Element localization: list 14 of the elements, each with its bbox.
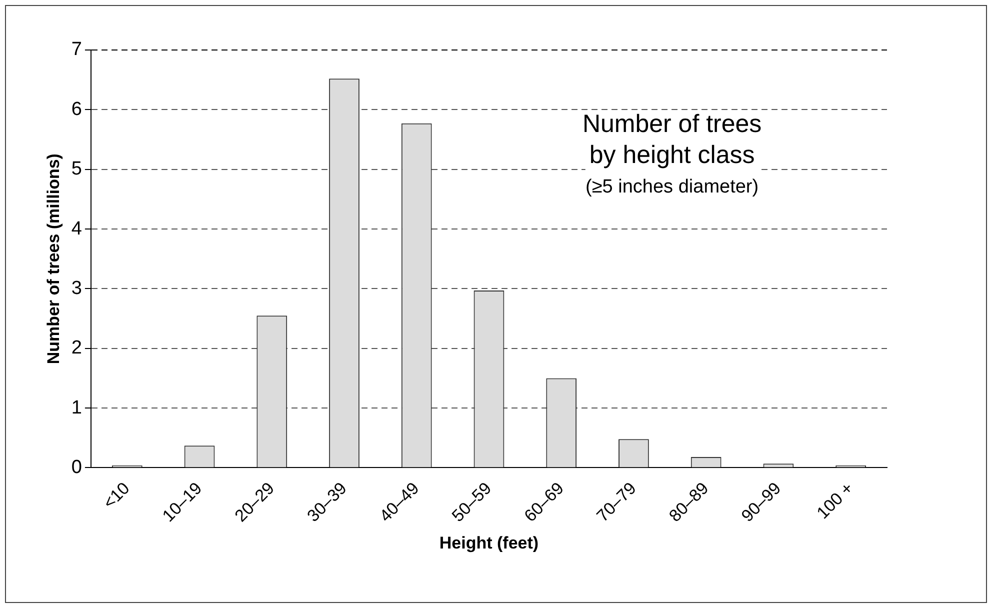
y-tick-label: 5 — [71, 158, 82, 180]
y-tick-label: 1 — [71, 397, 82, 418]
y-tick-label: 7 — [71, 39, 82, 60]
y-tick-label: 3 — [71, 278, 82, 299]
x-tick-label: <10 — [99, 478, 134, 512]
y-axis-title: Number of trees (millions) — [44, 154, 63, 364]
x-tick-label: 100 + — [813, 478, 858, 523]
y-tick-label: 6 — [71, 98, 82, 120]
text: (≥5 inches diameter) — [586, 176, 759, 198]
y-tick-label: 2 — [71, 338, 82, 359]
text: Number of trees by height class — [582, 110, 762, 170]
y-tick-label: 0 — [71, 456, 82, 478]
y-tick-label: 4 — [71, 218, 82, 240]
x-axis-title: Height (feet) — [439, 533, 539, 552]
